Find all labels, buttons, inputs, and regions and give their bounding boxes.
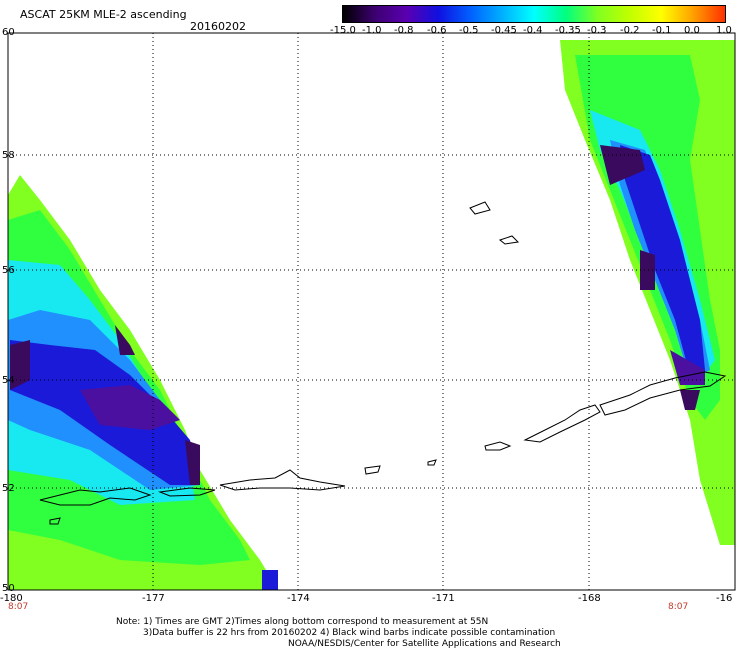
lat-label-50: 50 [2,583,15,594]
color-scale-label: -0.8 [394,25,414,36]
note-line-1: Note: 1) Times are GMT 2)Times along bot… [116,617,489,627]
lon-label-168: -168 [578,593,601,604]
lat-label-58: 58 [2,150,15,161]
color-scale-label: -0.3 [587,25,607,36]
graticule [8,33,735,590]
lon-label-177: -177 [142,593,165,604]
color-scale-label: -1.0 [362,25,382,36]
lon-label-16: -16 [716,593,733,604]
left-swath [8,175,278,590]
color-scale-label: -0.5 [459,25,479,36]
right-swath [560,40,735,545]
color-scale-label: -0.2 [620,25,640,36]
color-scale-label: -0.1 [652,25,672,36]
lat-label-54: 54 [2,375,15,386]
lon-label-174: -174 [287,593,310,604]
map-frame [7,32,736,591]
color-scale-label: -0.6 [427,25,447,36]
color-scale-label: -0.45 [491,25,517,36]
color-scale-label: -0.4 [523,25,543,36]
color-scale-labels: -15.0 -1.0 -0.8 -0.6 -0.5 -0.45 -0.4 -0.35 -0.3 -… [330,25,740,37]
color-scale-bar [342,5,726,23]
lat-label-56: 56 [2,265,15,276]
note-line-3: NOAA/NESDIS/Center for Satellite Applica… [288,639,561,649]
time-label-right: 8:07 [668,602,689,612]
lat-label-52: 52 [2,483,15,494]
color-scale-label: -15.0 [330,25,356,36]
lon-label-171: -171 [432,593,455,604]
note-line-2: 3)Data buffer is 22 hrs from 20160202 4)… [143,628,556,638]
time-label-left: 8:07 [8,602,29,612]
lon-label-180: -180 [0,593,23,604]
map-title: ASCAT 25KM MLE-2 ascending [20,8,187,21]
coastline-islands [39,201,727,525]
lat-label-60: 60 [2,27,15,38]
map-date: 20160202 [190,20,246,33]
color-scale-label: -0.35 [555,25,581,36]
color-scale-label: 0.0 [684,25,700,36]
color-scale-label: 1.0 [716,25,732,36]
